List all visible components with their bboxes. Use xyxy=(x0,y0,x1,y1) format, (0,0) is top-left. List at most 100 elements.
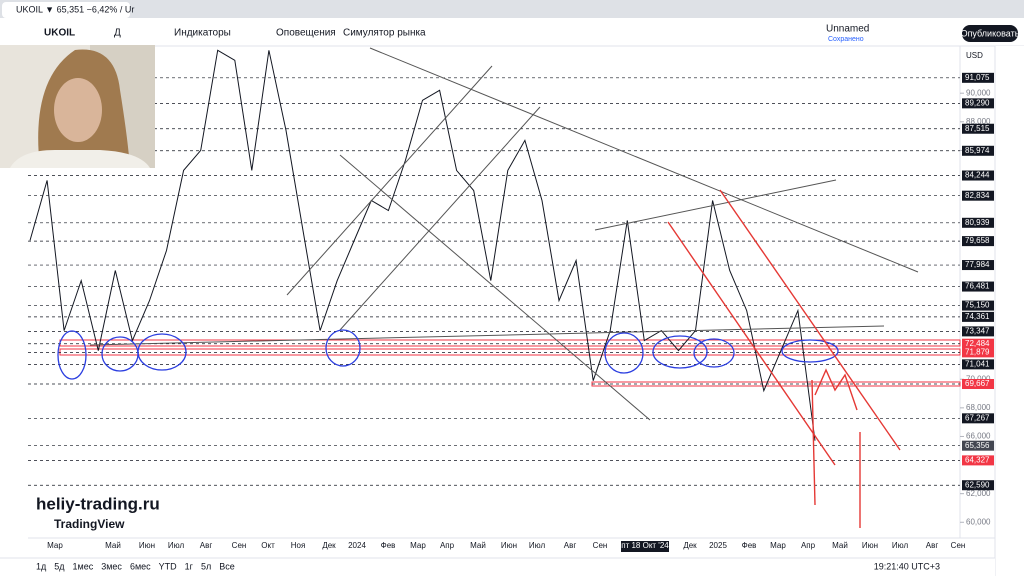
range-button[interactable]: 3мес xyxy=(101,561,122,571)
x-tick-label: Апр xyxy=(440,541,455,550)
x-tick-label: Авг xyxy=(200,541,213,550)
level-label: 85,974 xyxy=(965,146,990,155)
trendline xyxy=(594,179,837,231)
level-label: 77,984 xyxy=(965,260,990,269)
publish-label: Опубликовать xyxy=(961,28,1020,38)
trendline xyxy=(286,65,493,296)
x-tick-label: Дек xyxy=(683,541,697,550)
level-label: 62,590 xyxy=(965,480,990,489)
x-tick-label: Май xyxy=(470,541,486,550)
webcam xyxy=(0,45,155,168)
level-label: 89,290 xyxy=(965,98,990,107)
x-tick-label: Июн xyxy=(501,541,517,550)
level-badge xyxy=(962,98,994,109)
range-button[interactable]: 5л xyxy=(201,561,211,571)
range-button[interactable]: 1г xyxy=(185,561,194,571)
level-badge xyxy=(962,300,994,311)
level-label: 71,879 xyxy=(965,347,990,356)
x-tick-label: Мар xyxy=(770,541,786,550)
y-tick-label: 66,000 xyxy=(966,432,991,441)
range-button[interactable]: YTD xyxy=(159,561,178,571)
x-tick-label: Июл xyxy=(892,541,909,550)
publish-button[interactable] xyxy=(962,25,1018,42)
x-tick-label: Июл xyxy=(168,541,185,550)
layout-name[interactable]: Unnamed xyxy=(826,24,869,35)
x-tick-label: Сен xyxy=(232,541,247,550)
level-badge xyxy=(962,236,994,247)
level-badge xyxy=(962,480,994,491)
indicators[interactable]: Индикаторы xyxy=(174,28,231,39)
interval[interactable]: Д xyxy=(114,28,121,39)
level-label: 74,361 xyxy=(965,312,990,321)
watermark-brand: TradingView xyxy=(54,517,125,531)
x-tick-label: 2025 xyxy=(709,541,727,550)
face xyxy=(54,78,102,142)
range-button[interactable]: Все xyxy=(219,561,235,571)
tab[interactable] xyxy=(2,2,130,18)
x-tick-label: Май xyxy=(832,541,848,550)
x-tick-label: пт 18 Окт '24 xyxy=(621,541,669,550)
y-tick-label: 90,000 xyxy=(966,88,991,97)
trendline xyxy=(339,154,651,421)
level-badge xyxy=(962,72,994,83)
trendline xyxy=(369,47,919,273)
level-label: 72,484 xyxy=(965,339,990,348)
x-tick-label: Авг xyxy=(564,541,577,550)
x-tick-label: 2024 xyxy=(348,541,366,550)
level-label: 67,267 xyxy=(965,413,990,422)
level-badge xyxy=(962,338,994,349)
tab-bar xyxy=(0,0,1024,18)
range-button[interactable]: 5д xyxy=(54,561,65,571)
currency: USD xyxy=(966,51,983,60)
y-tick-label: 68,000 xyxy=(966,403,991,412)
shirt xyxy=(10,150,150,168)
level-label: 76,481 xyxy=(965,282,990,291)
range-button[interactable]: 1мес xyxy=(73,561,94,571)
x-tick-label: Апр xyxy=(801,541,816,550)
tab-title: UKOIL ▼ 65,351 −6,42% / Ur xyxy=(16,4,134,14)
level-badge xyxy=(962,326,994,337)
level-badge xyxy=(962,190,994,201)
trendlines xyxy=(89,47,919,421)
level-label: 75,150 xyxy=(965,301,990,310)
level-label: 64,327 xyxy=(965,455,990,464)
x-tick-label: Ноя xyxy=(291,541,306,550)
right-sidebar xyxy=(995,46,1024,576)
level-badge xyxy=(962,123,994,134)
level-label: 84,244 xyxy=(965,171,990,180)
x-tick-label: Мар xyxy=(47,541,63,550)
plot xyxy=(28,49,961,486)
level-badge xyxy=(962,455,994,466)
range-button[interactable]: 1д xyxy=(36,561,47,571)
level-label: 91,075 xyxy=(965,73,990,82)
x-tick-label: Июл xyxy=(529,541,546,550)
x-tick-label: Дек xyxy=(322,541,336,550)
x-tick-label: Сен xyxy=(593,541,608,550)
x-tick-label: Фев xyxy=(381,541,396,550)
y-tick-label: 62,000 xyxy=(966,489,991,498)
level-label: 87,515 xyxy=(965,124,990,133)
bottom-bar xyxy=(0,558,995,576)
x-tick-label: Окт xyxy=(261,541,275,550)
y-tick-label: 70,000 xyxy=(966,374,991,383)
level-badge xyxy=(962,347,994,358)
y-tick-label: 88,000 xyxy=(966,117,991,126)
x-tick-label: Авг xyxy=(926,541,939,550)
symbol[interactable]: UKOIL xyxy=(44,28,75,39)
level-badge xyxy=(962,145,994,156)
x-tick-label: Июн xyxy=(139,541,155,550)
alerts[interactable]: Оповещения xyxy=(276,28,336,39)
ellipses xyxy=(57,329,839,380)
level-badge xyxy=(962,311,994,322)
replay[interactable]: Симулятор рынка xyxy=(343,28,426,39)
level-label: 71,041 xyxy=(965,359,990,368)
level-badge xyxy=(962,260,994,271)
x-tick-label: Мар xyxy=(410,541,426,550)
range-button[interactable]: 6мес xyxy=(130,561,151,571)
level-badge xyxy=(962,379,994,390)
level-label: 82,834 xyxy=(965,191,990,200)
x-tick-label: Июн xyxy=(862,541,878,550)
level-badge xyxy=(962,413,994,424)
